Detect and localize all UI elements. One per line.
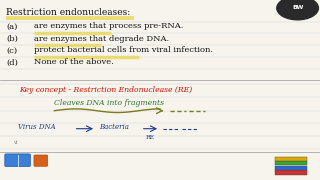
Circle shape [277, 0, 318, 20]
FancyBboxPatch shape [275, 157, 307, 161]
Text: Key concept - Restriction Endonuclease (RE): Key concept - Restriction Endonuclease (… [19, 86, 192, 94]
Text: Bacteria: Bacteria [99, 123, 129, 131]
Text: (d): (d) [6, 58, 18, 66]
Text: are enzymes that degrade DNA.: are enzymes that degrade DNA. [34, 35, 169, 42]
FancyBboxPatch shape [275, 170, 307, 175]
Text: BW: BW [292, 5, 303, 10]
FancyBboxPatch shape [275, 161, 307, 165]
FancyBboxPatch shape [5, 154, 30, 167]
Text: Virus DNA: Virus DNA [18, 123, 55, 131]
Text: Restriction endonucleases:: Restriction endonucleases: [6, 8, 131, 17]
FancyBboxPatch shape [275, 166, 307, 170]
FancyBboxPatch shape [34, 155, 48, 166]
Text: (b): (b) [6, 35, 18, 42]
Text: Cleaves DNA into fragments: Cleaves DNA into fragments [54, 99, 164, 107]
Text: (a): (a) [6, 22, 18, 30]
Text: RE: RE [146, 135, 155, 140]
Text: None of the above.: None of the above. [34, 58, 113, 66]
Text: vi: vi [13, 140, 17, 145]
Text: protect bacterial cells from viral infection.: protect bacterial cells from viral infec… [34, 46, 212, 54]
Text: (c): (c) [6, 46, 18, 54]
Text: are enzymes that process pre-RNA.: are enzymes that process pre-RNA. [34, 22, 183, 30]
